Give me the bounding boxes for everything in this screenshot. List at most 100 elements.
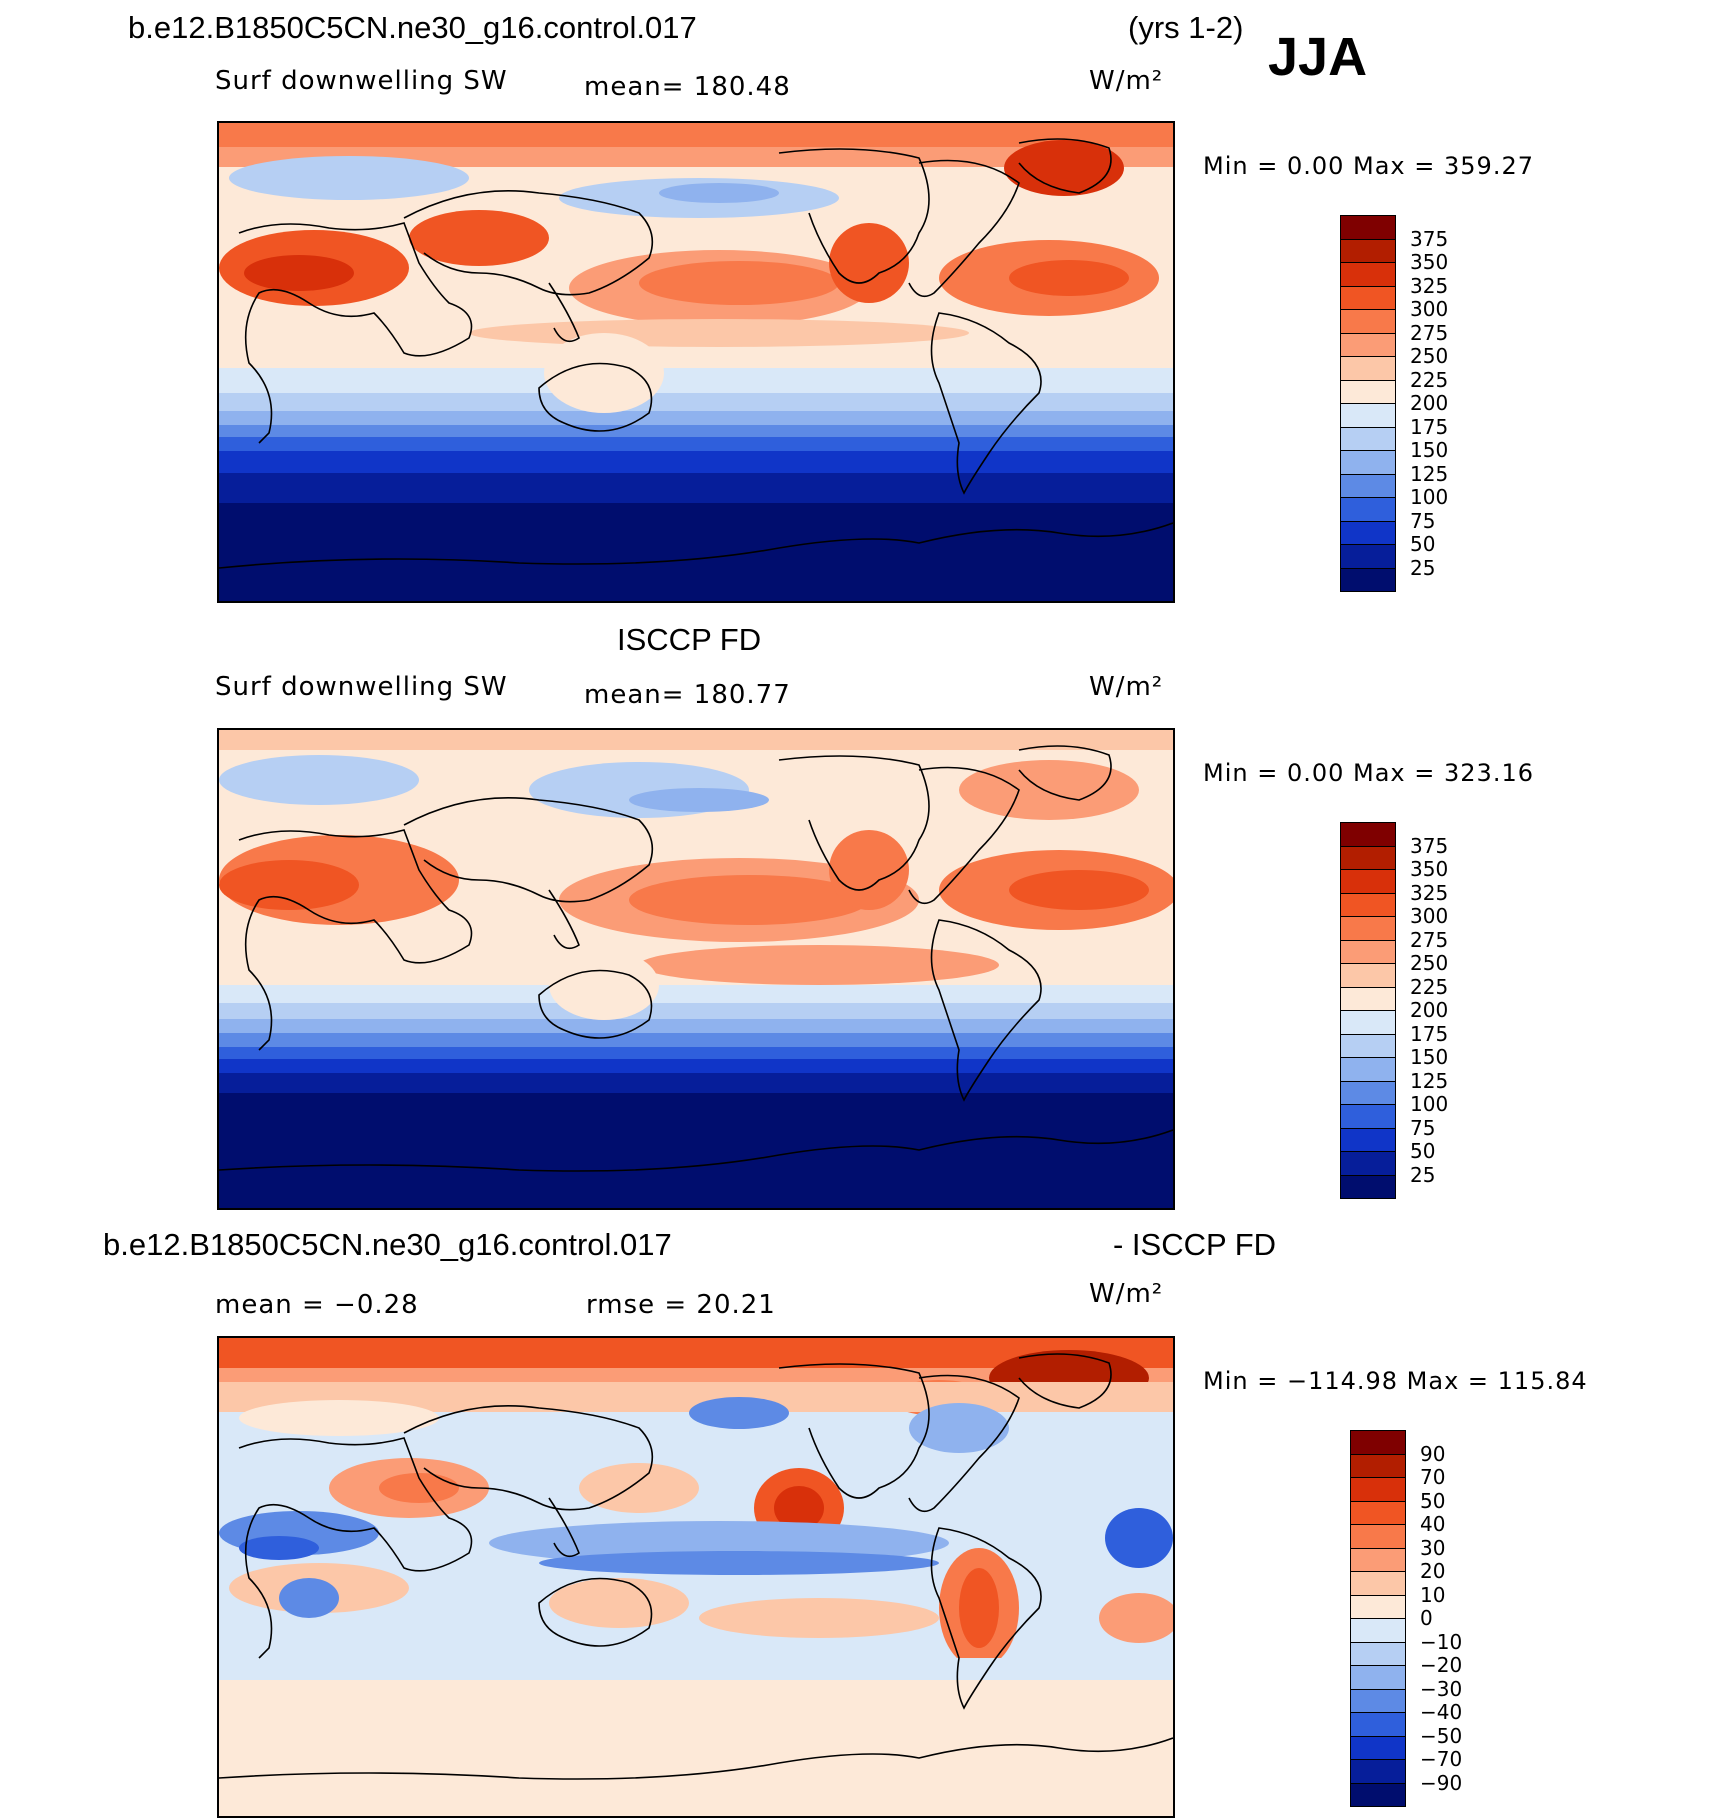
panel3-colorbar-swatch (1350, 1430, 1406, 1455)
panel2-colorbar-swatch (1340, 963, 1396, 988)
panel3-mean: mean = −0.28 (215, 1290, 419, 1320)
panel3-units: W/m² (1089, 1279, 1164, 1309)
panel2-colorbar-tick-label: 300 (1410, 904, 1449, 928)
panel1-map (217, 121, 1175, 603)
panel1-colorbar-swatch (1340, 520, 1396, 545)
panel1-colorbar-swatch (1340, 379, 1396, 404)
panel3-minmax: Min = −114.98 Max = 115.84 (1203, 1367, 1588, 1395)
panel2-colorbar-swatch (1340, 822, 1396, 847)
panel1-colorbar-swatch (1340, 215, 1396, 240)
panel1-minmax: Min = 0.00 Max = 359.27 (1203, 152, 1534, 180)
panel2-colorbar-swatch (1340, 1174, 1396, 1199)
case-title: b.e12.B1850C5CN.ne30_g16.control.017 (128, 10, 697, 45)
panel1-colorbar-swatch (1340, 403, 1396, 428)
season-label: JJA (1268, 27, 1368, 87)
panel2-colorbar-swatch (1340, 1080, 1396, 1105)
panel3-colorbar-swatch (1350, 1665, 1406, 1690)
panel2-colorbar-tick-label: 175 (1410, 1021, 1449, 1046)
panel3-map (217, 1336, 1175, 1818)
panel1-mean: mean= 180.48 (584, 72, 791, 102)
panel3-colorbar-swatch (1350, 1782, 1406, 1807)
panel3-colorbar-swatch (1350, 1735, 1406, 1760)
panel2-minmax: Min = 0.00 Max = 323.16 (1203, 759, 1534, 787)
panel1-colorbar-swatch (1340, 426, 1396, 451)
panel1-colorbar-swatch (1340, 238, 1396, 263)
years-label: (yrs 1-2) (1128, 10, 1244, 45)
panel2-colorbar-tick-label: 50 (1410, 1139, 1436, 1163)
panel1-colorbar-tick-label: 100 (1410, 485, 1449, 509)
panel3-colorbar-swatch (1350, 1712, 1406, 1737)
panel1-colorbar-tick-label: 325 (1410, 273, 1449, 298)
panel2-mean: mean= 180.77 (584, 680, 791, 710)
panel2-colorbar-tick-label: 225 (1410, 974, 1449, 999)
panel1-colorbar: 375 350 325 300 275 250 225 200 175 150 125 100 75 50… (1340, 215, 1480, 593)
panel2-colorbar-tick-label: 200 (1410, 998, 1449, 1022)
panel1-colorbar-tick-label: 75 (1410, 508, 1436, 533)
panel1-colorbar-tick-label: 50 (1410, 532, 1436, 556)
panel2-colorbar-tick-label: 375 (1410, 833, 1449, 858)
panel3-colorbar-tick-label: 20 (1420, 1559, 1446, 1583)
panel2-colorbar-swatch (1340, 1151, 1396, 1176)
panel3-colorbar-tick-label: −70 (1420, 1747, 1463, 1771)
panel1-colorbar-swatch (1340, 450, 1396, 475)
panel1-units: W/m² (1089, 66, 1164, 96)
panel3-colorbar-tick-label: −40 (1420, 1700, 1463, 1724)
panel2-colorbar-swatch (1340, 869, 1396, 894)
panel3-colorbar-swatch (1350, 1594, 1406, 1619)
panel3-colorbar-swatch (1350, 1547, 1406, 1572)
panel2-colorbar-tick-label: 350 (1410, 857, 1449, 881)
panel3-colorbar-swatch (1350, 1453, 1406, 1478)
panel2-colorbar-tick-label: 100 (1410, 1092, 1449, 1116)
panel2-title: ISCCP FD (617, 622, 762, 657)
panel3-colorbar-tick-label: 70 (1420, 1465, 1446, 1489)
panel1-colorbar-tick-label: 25 (1410, 555, 1436, 580)
panel3-colorbar-tick-label: 10 (1420, 1582, 1446, 1607)
panel3-colorbar-tick-label: −10 (1420, 1629, 1463, 1654)
panel2-colorbar-swatch (1340, 1033, 1396, 1058)
panel2-colorbar-tick-label: 325 (1410, 880, 1449, 905)
panel2-colorbar-swatch (1340, 1127, 1396, 1152)
panel1-variable: Surf downwelling SW (215, 66, 508, 96)
panel1-colorbar-swatch (1340, 497, 1396, 522)
panel1-colorbar-tick-label: 275 (1410, 320, 1449, 345)
panel3-colorbar: 90 70 50 40 30 20 10 0 −10 −20 −30 −40 −50 −70 −90 (1350, 1430, 1490, 1808)
panel3-rmse: rmse = 20.21 (586, 1290, 776, 1320)
panel3-colorbar-tick-label: −20 (1420, 1653, 1463, 1677)
panel1-colorbar-swatch (1340, 544, 1396, 569)
panel3-colorbar-swatch (1350, 1571, 1406, 1596)
panel3-colorbar-swatch (1350, 1759, 1406, 1784)
panel1-colorbar-swatch (1340, 567, 1396, 592)
panel2-colorbar-swatch (1340, 892, 1396, 917)
panel2-variable: Surf downwelling SW (215, 672, 508, 702)
panel1-colorbar-tick-label: 150 (1410, 438, 1449, 462)
panel3-colorbar-swatch (1350, 1618, 1406, 1643)
panel3-colorbar-swatch (1350, 1688, 1406, 1713)
panel1-colorbar-tick-label: 375 (1410, 226, 1449, 251)
panel3-colorbar-tick-label: 90 (1420, 1441, 1446, 1466)
panel1-colorbar-tick-label: 350 (1410, 250, 1449, 274)
panel2-colorbar-swatch (1340, 1104, 1396, 1129)
panel3-title-left: b.e12.B1850C5CN.ne30_g16.control.017 (103, 1227, 672, 1262)
panel1-colorbar-tick-label: 225 (1410, 367, 1449, 392)
panel2-colorbar: 375 350 325 300 275 250 225 200 175 150 125 100 75 50… (1340, 822, 1480, 1200)
panel1-colorbar-tick-label: 250 (1410, 344, 1449, 368)
panel1-colorbar-swatch (1340, 356, 1396, 381)
panel1-colorbar-swatch (1340, 473, 1396, 498)
panel2-colorbar-swatch (1340, 1057, 1396, 1082)
panel1-colorbar-swatch (1340, 262, 1396, 287)
panel2-colorbar-tick-label: 125 (1410, 1068, 1449, 1093)
panel2-colorbar-tick-label: 250 (1410, 951, 1449, 975)
panel1-colorbar-swatch (1340, 285, 1396, 310)
panel1-colorbar-tick-label: 125 (1410, 461, 1449, 486)
panel2-colorbar-tick-label: 25 (1410, 1162, 1436, 1187)
panel3-colorbar-swatch (1350, 1500, 1406, 1525)
panel1-colorbar-swatch (1340, 332, 1396, 357)
panel2-colorbar-tick-label: 75 (1410, 1115, 1436, 1140)
panel1-colorbar-tick-label: 300 (1410, 297, 1449, 321)
panel3-colorbar-tick-label: 0 (1420, 1606, 1433, 1630)
panel2-colorbar-swatch (1340, 916, 1396, 941)
panel3-colorbar-tick-label: −30 (1420, 1676, 1463, 1701)
panel3-colorbar-swatch (1350, 1641, 1406, 1666)
panel2-units: W/m² (1089, 672, 1164, 702)
panel3-colorbar-swatch (1350, 1477, 1406, 1502)
